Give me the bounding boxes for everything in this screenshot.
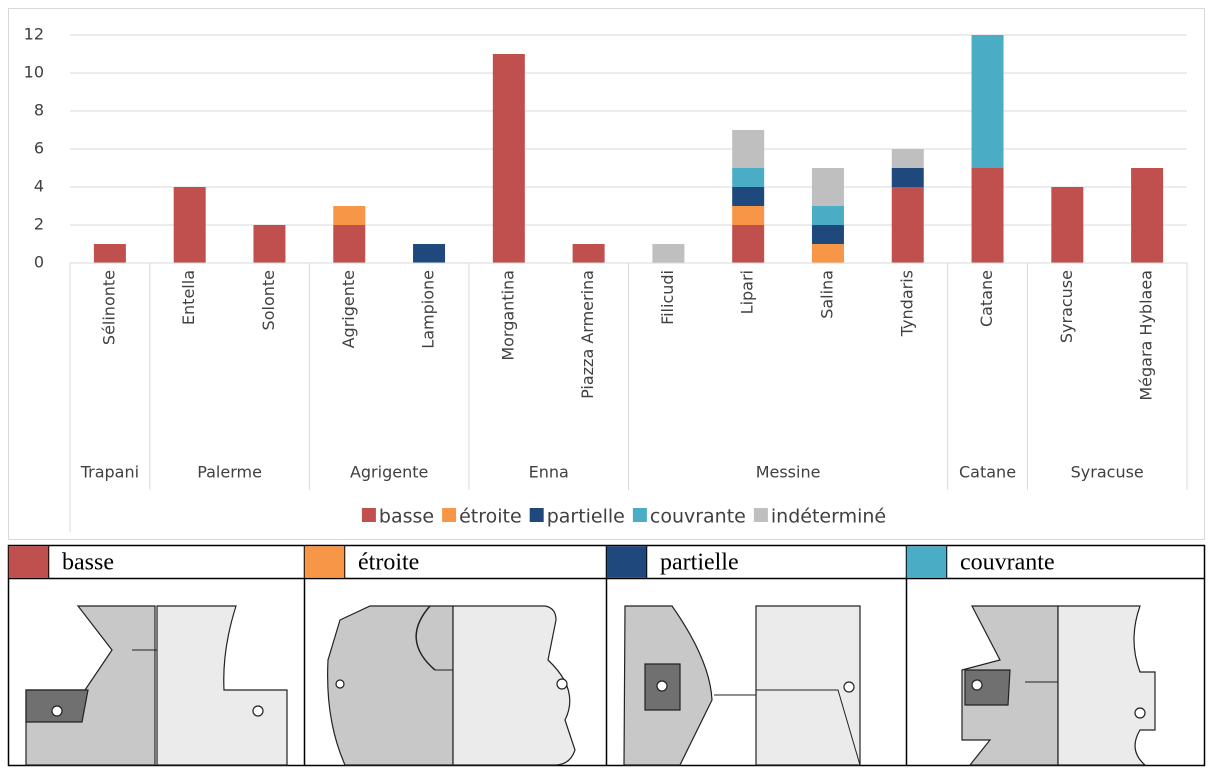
bar-segment bbox=[891, 149, 924, 168]
x-tick-label: Agrigente bbox=[339, 270, 358, 348]
x-tick-label: Salina bbox=[817, 270, 836, 319]
legend-label: basse bbox=[379, 506, 434, 528]
y-tick-label: 8 bbox=[34, 101, 44, 120]
bar-segment bbox=[1131, 168, 1164, 263]
profile-drawing bbox=[327, 605, 576, 766]
bar-segment bbox=[811, 225, 844, 244]
group-label: Syracuse bbox=[1071, 463, 1144, 482]
bar-segment bbox=[811, 168, 844, 206]
drawing-hole bbox=[843, 681, 855, 693]
bar-segment bbox=[253, 225, 286, 263]
chart-frame bbox=[8, 8, 1205, 540]
legend-table-label: partielle bbox=[660, 550, 739, 576]
group-label: Agrigente bbox=[350, 463, 428, 482]
y-tick-label: 6 bbox=[34, 139, 44, 158]
drawing-hole bbox=[335, 679, 345, 689]
legend-table-label: couvrante bbox=[960, 550, 1055, 576]
legend-swatch bbox=[753, 508, 768, 522]
legend-table bbox=[7, 544, 1206, 767]
group-label: Catane bbox=[959, 463, 1016, 482]
legend-swatch bbox=[632, 508, 647, 522]
group-label: Enna bbox=[529, 463, 569, 482]
bar-segment bbox=[732, 225, 765, 263]
x-tick-label: Catane bbox=[977, 270, 996, 327]
bar-segment bbox=[413, 244, 446, 263]
drawing-hole bbox=[1134, 707, 1146, 719]
x-tick-label: Tyndaris bbox=[897, 270, 916, 337]
drawing-part bbox=[452, 605, 576, 766]
bar-segment bbox=[971, 168, 1004, 263]
x-tick-label: Mégara Hyblaea bbox=[1137, 270, 1156, 401]
bar-segment bbox=[732, 206, 765, 225]
drawing-part bbox=[156, 605, 288, 766]
profile-drawing bbox=[961, 605, 1156, 766]
legend-table-swatch bbox=[8, 546, 49, 578]
profile-drawing bbox=[25, 605, 288, 766]
group-label: Messine bbox=[756, 463, 821, 482]
drawing-part bbox=[964, 669, 1011, 706]
x-tick-label: Entella bbox=[179, 270, 198, 325]
legend-label: couvrante bbox=[650, 506, 746, 528]
drawing-hole bbox=[51, 705, 63, 717]
drawing-part bbox=[327, 605, 454, 766]
legend-label: partielle bbox=[547, 506, 625, 528]
bar-segment bbox=[811, 206, 844, 225]
bar-segment bbox=[333, 206, 366, 225]
legend-swatch bbox=[529, 508, 544, 522]
legend-label: étroite bbox=[459, 506, 522, 528]
drawing-part bbox=[1057, 605, 1156, 766]
bar-segment bbox=[93, 244, 126, 263]
bar-segment bbox=[492, 54, 525, 263]
y-tick-label: 2 bbox=[34, 215, 44, 234]
legend-table-label: basse bbox=[62, 550, 114, 576]
x-tick-label: Filicudi bbox=[658, 270, 677, 325]
legend-table-swatch bbox=[906, 546, 947, 578]
y-tick-label: 10 bbox=[24, 63, 44, 82]
x-tick-label: Syracuse bbox=[1057, 270, 1076, 343]
y-tick-label: 0 bbox=[34, 253, 44, 272]
legend-table-swatch bbox=[606, 546, 647, 578]
drawing-hole bbox=[971, 679, 983, 691]
bar-segment bbox=[652, 244, 685, 263]
bar-segment bbox=[732, 130, 765, 168]
drawing-part bbox=[25, 605, 156, 766]
y-tick-label: 12 bbox=[24, 25, 44, 44]
group-label: Trapani bbox=[80, 463, 139, 482]
bar-segment bbox=[891, 168, 924, 187]
drawing-hole bbox=[656, 680, 668, 692]
x-tick-label: Sélinonte bbox=[99, 270, 118, 345]
profile-drawing bbox=[623, 605, 861, 766]
bar-segment bbox=[333, 225, 366, 263]
x-tick-label: Solonte bbox=[259, 270, 278, 330]
legend-table-label: étroite bbox=[358, 550, 419, 576]
legend-table-swatch bbox=[304, 546, 345, 578]
bar-segment bbox=[732, 187, 765, 206]
bar-segment bbox=[971, 35, 1004, 168]
drawing-hole bbox=[252, 705, 264, 717]
bar-segment bbox=[572, 244, 605, 263]
legend: basse étroite partielle couvrante indétermin… bbox=[361, 506, 886, 528]
drawing-line bbox=[415, 605, 436, 671]
x-tick-label: Lipari bbox=[738, 270, 757, 314]
bar-segment bbox=[811, 244, 844, 263]
drawing-line bbox=[756, 689, 861, 766]
x-tick-label: Lampione bbox=[419, 270, 438, 349]
x-tick-label: Piazza Armerina bbox=[578, 270, 597, 399]
y-tick-label: 4 bbox=[34, 177, 44, 196]
x-tick-label: Morgantina bbox=[498, 270, 517, 361]
group-label: Palerme bbox=[197, 463, 262, 482]
bar-segment bbox=[891, 187, 924, 263]
bar-segment bbox=[173, 187, 206, 263]
legend-swatch bbox=[442, 508, 457, 522]
bar-segment bbox=[1051, 187, 1084, 263]
legend-swatch bbox=[361, 508, 376, 522]
bar-segment bbox=[732, 168, 765, 187]
drawing-hole bbox=[556, 678, 568, 690]
legend-label: indéterminé bbox=[771, 506, 886, 528]
